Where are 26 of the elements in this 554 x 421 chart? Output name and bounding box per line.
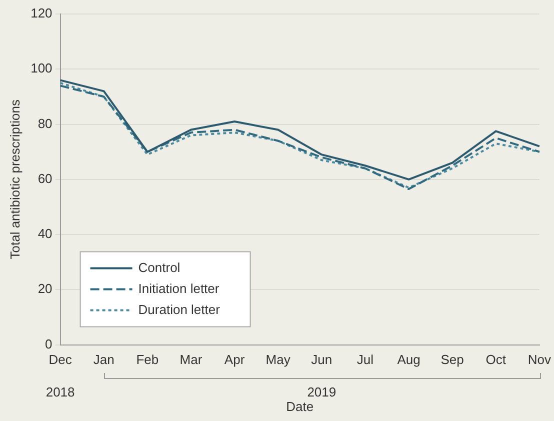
x-tick-label: Dec (48, 352, 72, 368)
text: 2018 (46, 384, 75, 400)
y-tick-label: 20 (38, 281, 52, 296)
legend-label: Initiation letter (138, 280, 220, 296)
y-tick-label: 40 (38, 226, 52, 242)
x-tick-label: May (266, 352, 291, 368)
x-tick-label: Jul (356, 352, 374, 368)
x-tick-label: Jan (93, 352, 114, 368)
legend-label: Control (138, 260, 180, 275)
x-tick-label: Aug (397, 352, 420, 368)
x-axis-title: Date (286, 398, 314, 414)
y-tick-label: 60 (38, 170, 52, 186)
x-tick-label: Jun (311, 352, 332, 368)
y-tick-label: 120 (30, 6, 52, 21)
x-tick-label: Nov (528, 352, 552, 368)
x-tick-label: Mar (180, 352, 203, 368)
y-axis-title: Total antibiotic prescriptions (7, 99, 22, 260)
legend-label: Duration letter (138, 302, 221, 317)
y-tick-label: 100 (30, 60, 52, 76)
y-tick-label: 80 (38, 116, 52, 131)
x-tick-label: Sep (440, 352, 464, 368)
x-tick-label: Apr (224, 352, 246, 368)
text: 2019 (307, 384, 336, 400)
x-tick-label: Feb (136, 352, 159, 368)
x-tick-label: Oct (486, 352, 506, 368)
y-tick-label: 0 (45, 336, 52, 352)
